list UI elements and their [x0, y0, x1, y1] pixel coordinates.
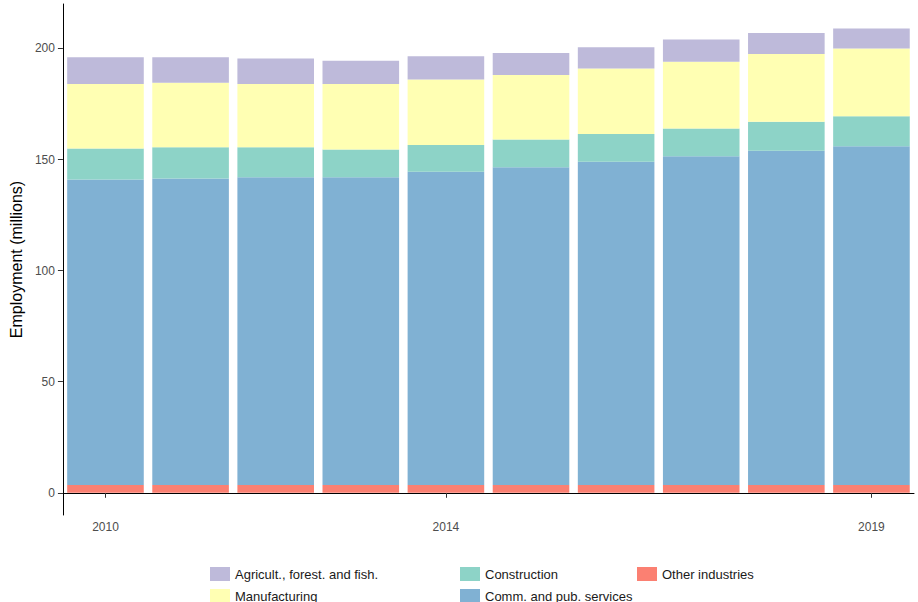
svg-text:Comm. and pub. services: Comm. and pub. services — [485, 589, 633, 602]
svg-text:Other industries: Other industries — [662, 567, 754, 582]
svg-text:50: 50 — [42, 375, 56, 389]
svg-text:Construction: Construction — [485, 567, 558, 582]
svg-text:2014: 2014 — [433, 520, 460, 534]
svg-text:100: 100 — [35, 264, 55, 278]
svg-text:Agricult., forest. and fish.: Agricult., forest. and fish. — [235, 567, 378, 582]
svg-text:150: 150 — [35, 153, 55, 167]
svg-text:200: 200 — [35, 41, 55, 55]
svg-text:0: 0 — [48, 486, 55, 500]
svg-text:Employment (millions): Employment (millions) — [8, 181, 25, 338]
svg-text:2019: 2019 — [858, 520, 885, 534]
svg-text:2010: 2010 — [92, 520, 119, 534]
svg-text:Manufacturing: Manufacturing — [235, 589, 317, 602]
